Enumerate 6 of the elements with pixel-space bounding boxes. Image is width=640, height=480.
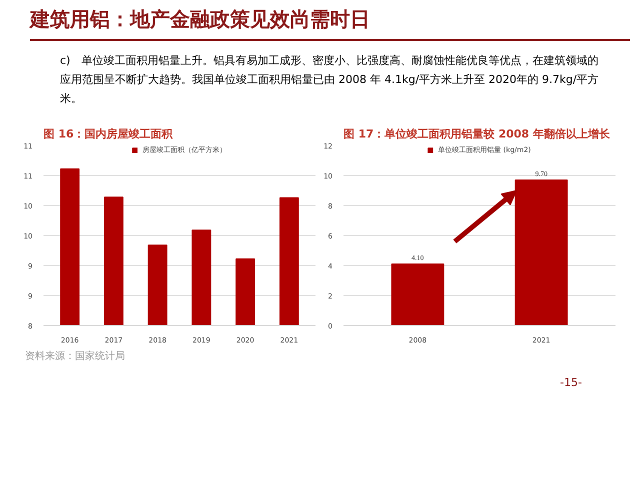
chart-title: 图 17：单位竣工面积用铝量较 2008 年翻倍以上增长 bbox=[344, 128, 611, 140]
text: 建筑用铝：地产金融政策见效尚需时日 bbox=[30, 6, 370, 33]
chart-title: 图 16：国内房屋竣工面积 bbox=[44, 128, 174, 140]
text: 资料来源：国家统计局 bbox=[25, 350, 125, 364]
text: c) 单位竣工面积用铝量上升。铝具有易加工成形、密度小、比强度高、耐腐蚀性能优良等优点，在建筑领域的应用范围呈不断扩大趋势。我国单位竣工面积用铝量已由 2008 年 4.1kg/平方米上升至 2020年的 9.7kg/平方米。 bbox=[60, 53, 600, 107]
text: -15- bbox=[560, 375, 582, 391]
